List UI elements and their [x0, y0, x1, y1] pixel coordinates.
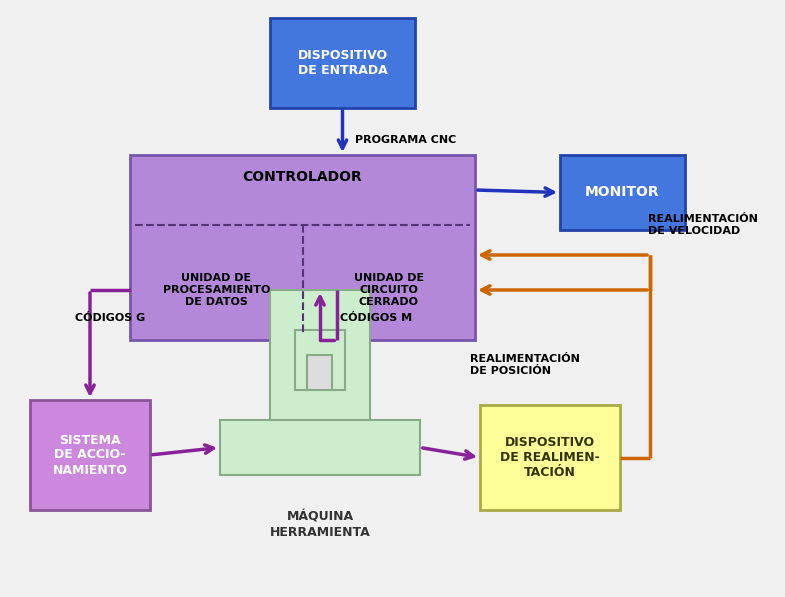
Text: PROGRAMA CNC: PROGRAMA CNC	[355, 135, 456, 145]
Bar	[307, 355, 332, 390]
Text: CÓDIGOS M: CÓDIGOS M	[340, 313, 412, 323]
Bar	[560, 155, 685, 230]
Text: REALIMENTACIÓN
DE VELOCIDAD: REALIMENTACIÓN DE VELOCIDAD	[648, 214, 758, 236]
Bar	[130, 155, 475, 340]
Bar	[480, 405, 620, 510]
Bar	[295, 330, 345, 390]
Bar	[270, 290, 370, 420]
Text: SISTEMA
DE ACCIO-
NAMIENTO: SISTEMA DE ACCIO- NAMIENTO	[53, 433, 127, 476]
Bar	[220, 420, 420, 475]
Text: UNIDAD DE
CIRCUITO
CERRADO: UNIDAD DE CIRCUITO CERRADO	[354, 273, 424, 307]
Text: CONTROLADOR: CONTROLADOR	[243, 170, 363, 184]
Text: DISPOSITIVO
DE ENTRADA: DISPOSITIVO DE ENTRADA	[298, 49, 388, 77]
Text: CÓDIGOS G: CÓDIGOS G	[75, 313, 145, 323]
Text: UNIDAD DE
PROCESAMIENTO
DE DATOS: UNIDAD DE PROCESAMIENTO DE DATOS	[162, 273, 270, 307]
Text: MÁQUINA
HERRAMIENTA: MÁQUINA HERRAMIENTA	[269, 511, 371, 539]
Text: MONITOR: MONITOR	[585, 186, 660, 199]
Text: REALIMENTACIÓN
DE POSICIÓN: REALIMENTACIÓN DE POSICIÓN	[470, 354, 580, 376]
Text: DISPOSITIVO
DE REALIMEN-
TACIÓN: DISPOSITIVO DE REALIMEN- TACIÓN	[500, 436, 600, 479]
Bar	[30, 400, 150, 510]
Bar	[270, 18, 415, 108]
